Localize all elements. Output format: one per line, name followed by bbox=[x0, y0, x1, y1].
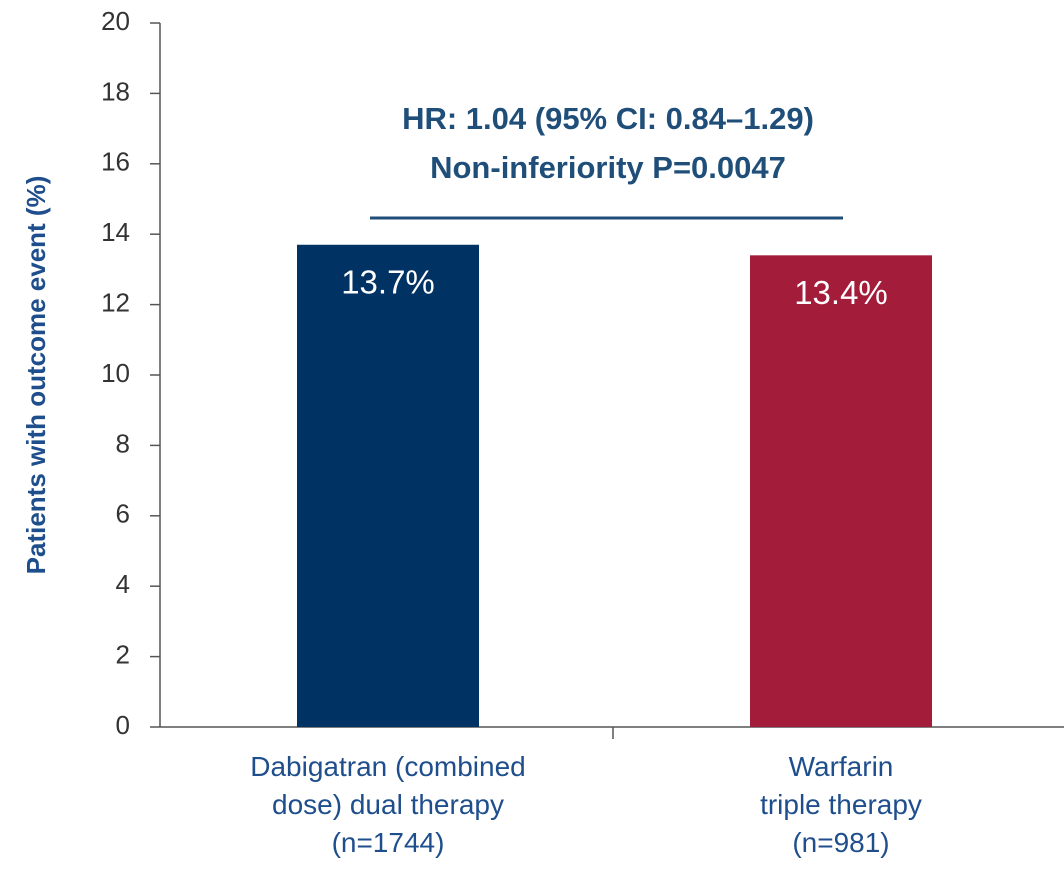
y-tick-label: 8 bbox=[116, 428, 130, 458]
bar bbox=[750, 255, 932, 727]
x-tick-label: Warfarin triple therapy (n=981) bbox=[760, 751, 922, 858]
value-label: 13.4% bbox=[794, 274, 888, 311]
x-tick-label: Dabigatran (combined dose) dual therapy … bbox=[250, 751, 526, 858]
y-tick-label: 6 bbox=[116, 499, 130, 529]
y-tick-label: 12 bbox=[101, 287, 130, 317]
annotation: Non-inferiority P=0.0047 bbox=[430, 150, 786, 185]
annotation: HR: 1.04 (95% CI: 0.84–1.29) bbox=[402, 101, 814, 136]
y-tick-label: 2 bbox=[116, 639, 130, 669]
y-tick-label: 16 bbox=[101, 147, 130, 177]
y-tick-label: 4 bbox=[116, 569, 130, 599]
y-tick-label: 18 bbox=[101, 76, 130, 106]
value-label: 13.7% bbox=[341, 263, 435, 300]
bar bbox=[297, 244, 479, 727]
y-tick-label: 14 bbox=[101, 217, 130, 247]
y-tick-label: 10 bbox=[101, 358, 130, 388]
y-axis-label: Patients with outcome event (%) bbox=[21, 176, 51, 575]
y-tick-label: 0 bbox=[116, 710, 130, 740]
y-tick-label: 20 bbox=[101, 6, 130, 36]
